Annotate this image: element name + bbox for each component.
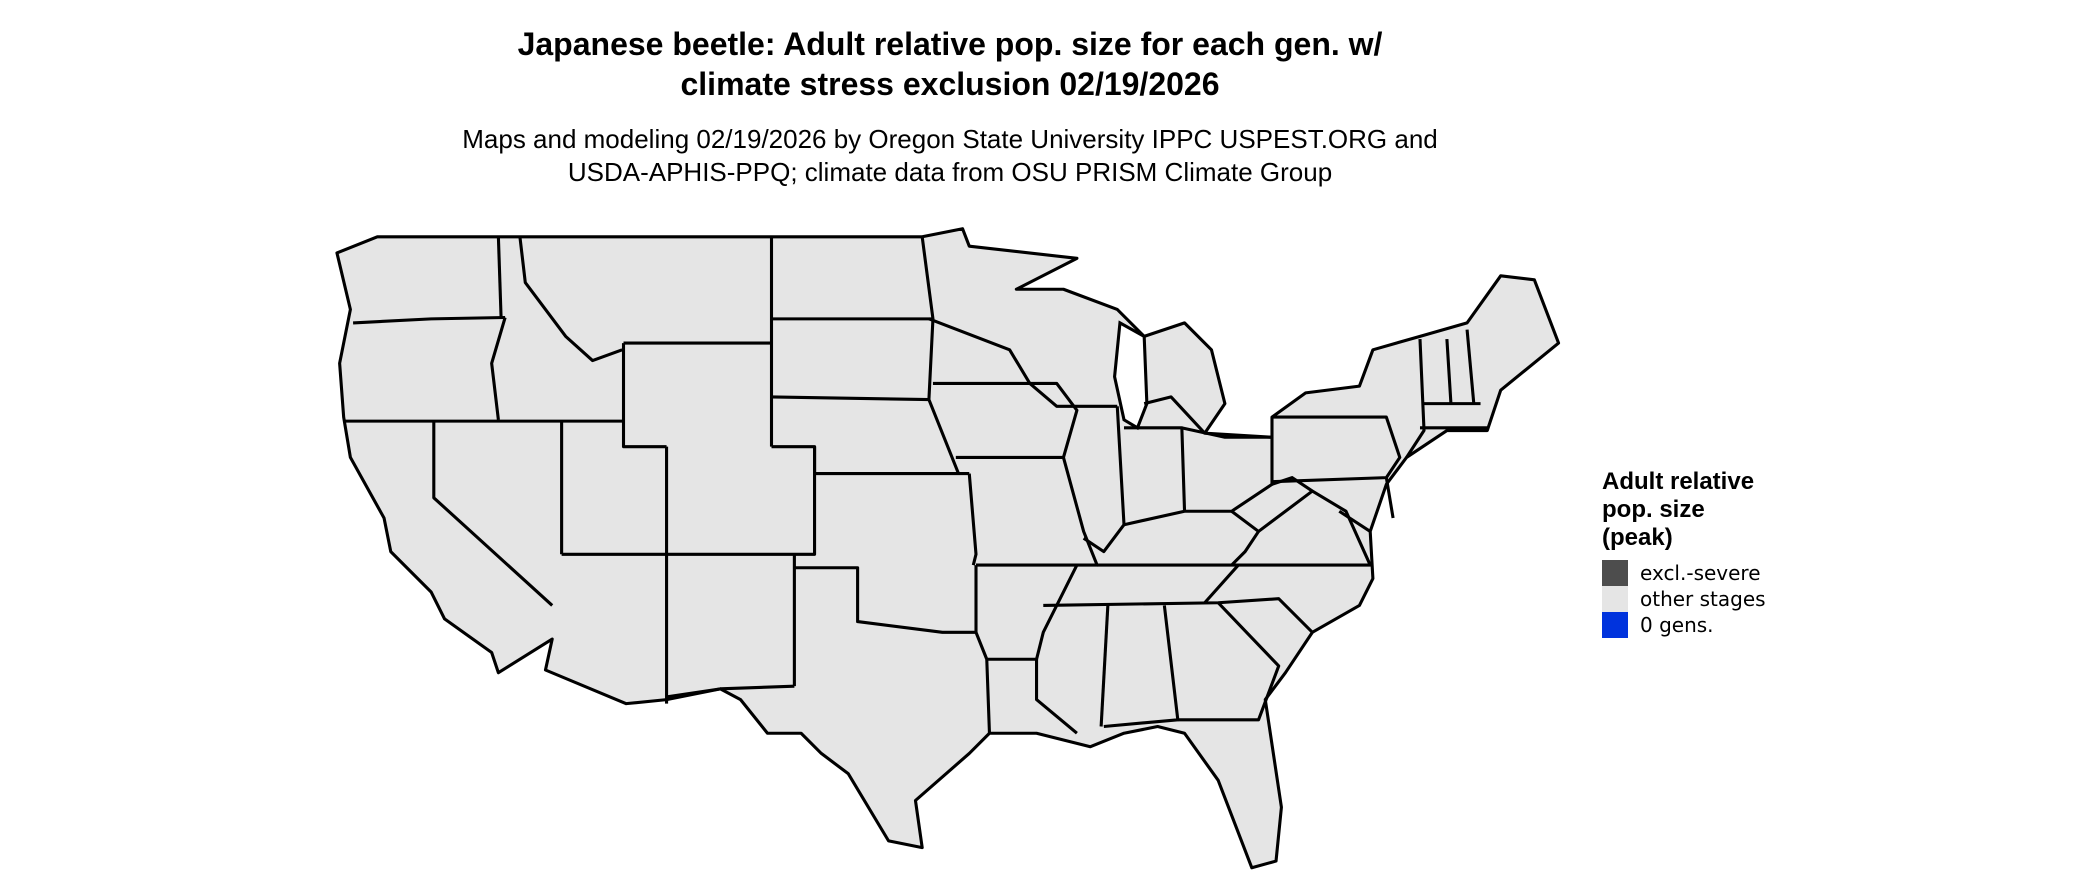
legend-item-other-stages: other stages	[1602, 586, 1766, 612]
subtitle-line-2: USDA-APHIS-PPQ; climate data from OSU PR…	[567, 157, 1333, 187]
state-borders	[343, 236, 1488, 735]
title-line-2: climate stress exclusion 02/19/2026	[680, 66, 1220, 102]
map-title: Japanese beetle: Adult relative pop. siz…	[400, 24, 1500, 104]
legend-title: Adult relative pop. size (peak)	[1602, 468, 1766, 552]
legend-title-line-3: (peak)	[1602, 524, 1673, 551]
legend-label: excl.-severe	[1640, 561, 1761, 585]
legend-title-line-1: Adult relative	[1602, 468, 1755, 495]
legend-swatch	[1602, 560, 1628, 586]
title-line-1: Japanese beetle: Adult relative pop. siz…	[517, 26, 1383, 62]
map-subtitle: Maps and modeling 02/19/2026 by Oregon S…	[400, 123, 1500, 189]
legend-label: other stages	[1640, 587, 1766, 611]
legend-label: 0 gens.	[1640, 613, 1714, 637]
legend-title-line-2: pop. size	[1602, 496, 1705, 523]
legend-swatch	[1602, 612, 1628, 638]
subtitle-line-1: Maps and modeling 02/19/2026 by Oregon S…	[462, 124, 1438, 154]
legend: Adult relative pop. size (peak) excl.-se…	[1602, 468, 1766, 638]
legend-item-0-gens: 0 gens.	[1602, 612, 1766, 638]
legend-swatch	[1602, 586, 1628, 612]
legend-item-excl-severe: excl.-severe	[1602, 560, 1766, 586]
us-outline	[335, 227, 1561, 870]
